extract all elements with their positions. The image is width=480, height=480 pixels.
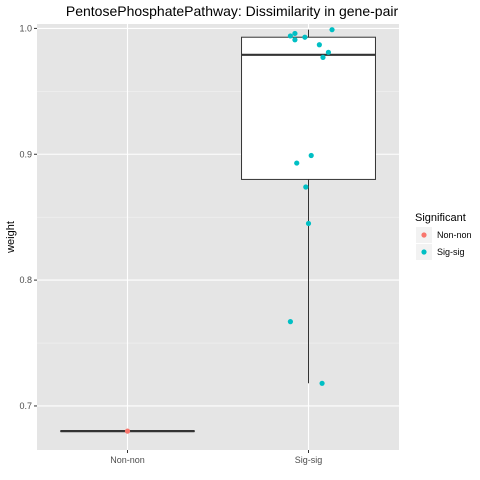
legend-swatch (421, 232, 427, 238)
y-axis-ticks: 0.7 0.8 0.9 1.0 (19, 23, 37, 411)
data-point (305, 220, 312, 227)
data-point (319, 380, 325, 386)
data-point (292, 37, 298, 43)
x-tick-label: Non-non (110, 455, 145, 465)
data-point (303, 184, 309, 190)
data-point (294, 160, 300, 166)
y-tick-label: 1.0 (19, 23, 32, 33)
data-point (302, 34, 308, 40)
data-point (124, 428, 131, 434)
chart-title: PentosePhosphatePathway: Dissimilarity i… (66, 3, 399, 19)
legend-title: Significant (415, 212, 466, 224)
box-sig-sig (241, 36, 376, 180)
data-point (329, 27, 335, 33)
legend: Significant Non-non Sig-sig (415, 212, 472, 260)
legend-swatch (421, 249, 427, 255)
data-point (308, 152, 314, 159)
data-point (316, 42, 322, 48)
y-tick-label: 0.8 (19, 275, 32, 285)
y-tick-label: 0.7 (19, 401, 32, 411)
boxes-layer (60, 29, 376, 433)
x-axis-ticks: Non-non Sig-sig (110, 450, 322, 465)
legend-entries: Non-non Sig-sig (416, 227, 472, 260)
data-point (325, 49, 332, 55)
data-point (287, 33, 293, 39)
legend-label: Non-non (437, 230, 472, 240)
data-point (292, 30, 298, 37)
points-layer (124, 27, 335, 434)
y-tick-label: 0.9 (19, 149, 32, 159)
data-point (320, 54, 326, 60)
data-point (287, 319, 293, 325)
x-tick-label: Sig-sig (295, 455, 323, 465)
legend-label: Sig-sig (437, 247, 465, 257)
y-axis-label: weight (5, 221, 17, 254)
